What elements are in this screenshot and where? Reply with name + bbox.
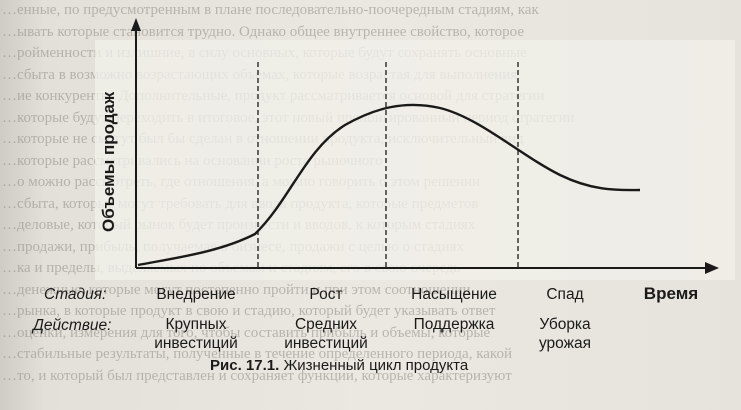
- action-line: Крупных: [165, 316, 227, 333]
- action-row-label: Действие:: [33, 317, 112, 334]
- figure-panel: [95, 40, 735, 280]
- stage-action-maturity: Поддержка: [404, 315, 504, 334]
- stage-name-growth: Рост: [309, 286, 343, 303]
- action-line: инвестиций: [154, 335, 238, 352]
- stage-name-introduction: Внедрение: [156, 286, 236, 303]
- action-line: Поддержка: [413, 316, 495, 333]
- x-axis-label: Время: [643, 284, 699, 303]
- stage-name-decline: Спад: [546, 286, 584, 303]
- lifecycle-curve: [137, 103, 641, 267]
- action-line: Средних: [294, 316, 358, 333]
- stage-row-label: Стадия:: [44, 286, 107, 303]
- figure-number: Рис. 17.1.: [210, 357, 280, 374]
- figure-caption: Рис. 17.1. Жизненный цикл продукта: [210, 357, 468, 374]
- stage-action-introduction: Крупных инвестиций: [146, 315, 246, 353]
- figure-title: Жизненный цикл продукта: [283, 357, 469, 374]
- action-line: Уборка: [539, 316, 591, 333]
- stage-action-decline: Уборка урожая: [528, 315, 602, 353]
- action-line: инвестиций: [284, 335, 368, 352]
- y-axis-arrow: [131, 18, 141, 31]
- action-line: урожая: [538, 335, 592, 352]
- stage-name-maturity: Насыщение: [411, 286, 497, 303]
- x-axis-arrow: [705, 262, 719, 274]
- stage-action-growth: Средних инвестиций: [276, 315, 376, 353]
- y-axis-label: Объемы продаж: [99, 91, 118, 232]
